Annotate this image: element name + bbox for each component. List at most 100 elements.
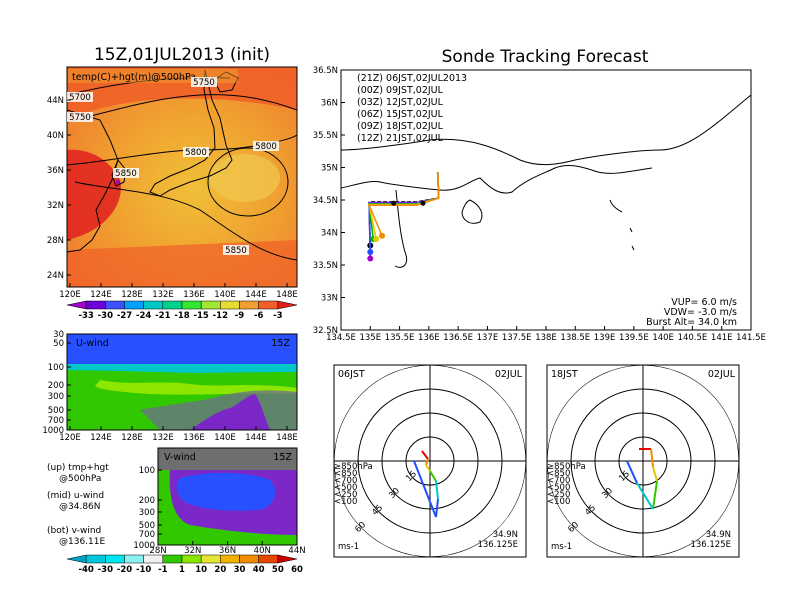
track-landing-dot: [367, 255, 374, 262]
track-ytick-label: 33.5N: [313, 261, 338, 271]
kii-peninsula-coast: [461, 199, 483, 224]
map-title: 15Z,01JUL2013 (init): [94, 45, 270, 65]
map-ytick-label: 24N: [47, 271, 64, 281]
track-info-line: Burst Alt= 34.0 km: [646, 317, 737, 328]
map-frame: [66, 66, 298, 288]
track-xtick-label: 138.5E: [560, 333, 590, 343]
temp-colorbar-label: -24: [136, 311, 151, 321]
contour-label: 5800: [185, 148, 207, 158]
uwind-time: 15Z: [271, 338, 290, 349]
uwind-field: [67, 334, 297, 430]
vwind-label: V-wind: [164, 452, 196, 463]
wind-colorbar-swatch: [200, 554, 221, 564]
hodograph-level-label: <250: [547, 490, 570, 500]
temp-colorbar-label: -12: [213, 311, 228, 321]
temp-colorbar-swatch: [105, 300, 125, 310]
track-info-line: VUP= 6.0 m/s: [671, 297, 737, 308]
temp-colorbar-label: -3: [273, 311, 283, 321]
uwind-ytick-label: 100: [48, 363, 64, 373]
hodograph-lat: 34.9N: [706, 530, 731, 540]
hodograph-trace: [652, 480, 658, 510]
map-xtick-label: 124E: [90, 290, 112, 300]
wind-colorbar-swatch: [277, 554, 298, 564]
uwind-ytick-label: 200: [48, 381, 64, 391]
wind-colorbar-label: 1: [179, 565, 185, 575]
temp-colorbar-swatch: [239, 300, 259, 310]
track-xtick-label: 138E: [535, 333, 557, 343]
vwind-xtick-label: 28N: [149, 546, 166, 556]
vwind-ytick-label: 300: [139, 508, 155, 518]
temp-colorbar-label: -6: [254, 311, 264, 321]
track-line: [367, 171, 440, 237]
wind-colorbar-swatch: [220, 554, 240, 564]
contour-label-bg: [183, 147, 209, 157]
vwind-xtick-label: 44N: [288, 546, 305, 556]
temp-colorbar-swatch: [277, 300, 298, 310]
track-landing-dot: [373, 236, 380, 242]
contour-label-bg: [223, 245, 249, 255]
hodograph-date: 02JUL: [708, 369, 736, 380]
track-xtick-label: 134.5E: [326, 333, 356, 343]
map-xtick-label: 136E: [183, 290, 205, 300]
contour-label: 5850: [115, 169, 137, 179]
temp-field: [67, 67, 297, 287]
track-ticks: 134.5E 135E 135.5E 136E 136.5E 137E 137.5E 138E…: [313, 66, 766, 343]
side-note: @34.86N: [59, 502, 101, 512]
wind-colorbar-label: -40: [78, 565, 93, 575]
wind-colorbar-swatch: [239, 554, 259, 564]
hodograph-level-label: <250: [334, 490, 357, 500]
hodograph-trace: [652, 466, 658, 482]
hodograph-trace: [421, 450, 429, 460]
map-xtick-label: 148E: [276, 290, 298, 300]
wind-colorbar-swatch: [181, 554, 202, 564]
contour-5800-loop: [207, 147, 289, 217]
wind-colorbar-swatch: [66, 554, 87, 564]
temp-colorbar-swatch: [85, 300, 106, 310]
uwind-frame: [66, 333, 298, 431]
track-ytick-label: 33N: [321, 294, 338, 304]
track-landing-dot: [379, 232, 385, 239]
side-note: @500hPa: [59, 474, 101, 484]
uwind-top-band: [67, 334, 297, 364]
track-ytick-label: 35N: [321, 164, 338, 174]
uwind-ytick-label: 300: [48, 392, 64, 402]
uwind-xtick-label: 120E: [59, 433, 81, 443]
hodograph-level-label: <500: [547, 483, 570, 493]
uwind-xtick-label: 124E: [90, 433, 112, 443]
uwind-xtick-label: 132E: [152, 433, 174, 443]
track-xtick-label: 141.5E: [736, 333, 766, 343]
vwind-ytick-label: 700: [139, 530, 155, 540]
kii-west-coast: [394, 189, 408, 268]
launch-marker: [116, 180, 120, 184]
temp-colorbar-swatch: [143, 300, 164, 310]
wind-colorbar-label: -30: [98, 565, 113, 575]
temp-colorbar-label: -18: [174, 311, 189, 321]
contour-label-bg: [67, 112, 93, 122]
hodograph-time: 06JST: [338, 369, 365, 380]
uwind-ytick-label: 1000: [42, 426, 64, 436]
uwind-label: U-wind: [76, 338, 109, 349]
contour-label-bg: [67, 92, 93, 102]
uwind-purple: [190, 394, 270, 430]
temp-colorbar-swatch: [220, 300, 240, 310]
japan-coast: [149, 69, 233, 197]
track-mid-dot: [420, 200, 426, 206]
uwind-cyan-band: [67, 364, 297, 373]
hodograph-unit: ms-1: [551, 542, 572, 552]
wind-colorbar-label: 20: [214, 565, 226, 575]
hodograph-trace: [650, 448, 654, 468]
side-note: (bot) v-wind: [47, 526, 101, 536]
wind-colorbar-label: -1: [158, 565, 168, 575]
track-legend-entry: (09Z) 18JST,02JUL: [357, 121, 444, 132]
wind-colorbar-swatch: [143, 554, 164, 564]
track-ytick-label: 36.5N: [313, 66, 338, 76]
vwind-ytick-label: 200: [139, 496, 155, 506]
wind-colorbar-label: 50: [272, 565, 284, 575]
track-xtick-label: 137E: [477, 333, 499, 343]
honshu-south-coast: [341, 165, 653, 194]
